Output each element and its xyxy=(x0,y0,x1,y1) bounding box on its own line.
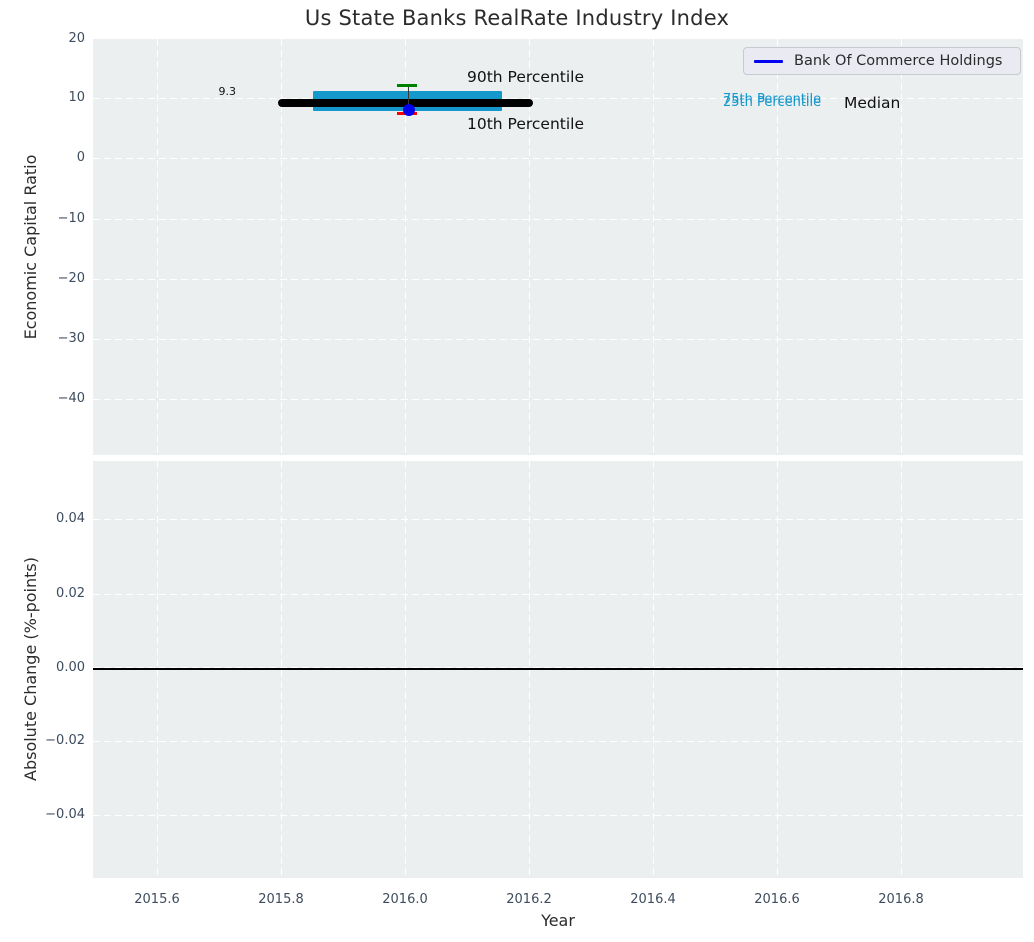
legend: Bank Of Commerce Holdings xyxy=(743,47,1021,75)
xtick-label: 2016.8 xyxy=(878,892,924,907)
ytick-label: 20 xyxy=(68,31,85,46)
gridline-h xyxy=(93,741,1023,743)
p75-annotation: 75th Percentile xyxy=(723,92,822,107)
xtick-label: 2015.8 xyxy=(258,892,304,907)
company-marker-dot xyxy=(403,104,415,116)
gridline-v xyxy=(157,39,159,455)
bottom-y-axis-label: Absolute Change (%-points) xyxy=(21,557,40,781)
p90-annotation: 90th Percentile xyxy=(467,68,585,86)
p10-annotation: 10th Percentile xyxy=(467,115,585,133)
median-annotation: Median xyxy=(844,94,901,112)
gridline-h xyxy=(93,519,1023,521)
ytick-label: 0.04 xyxy=(56,511,85,526)
legend-label: Bank Of Commerce Holdings xyxy=(794,53,1003,69)
gridline-h xyxy=(93,399,1023,401)
xtick-label: 2016.0 xyxy=(382,892,428,907)
gridline-h xyxy=(93,219,1023,221)
ytick-label: 0.00 xyxy=(56,660,85,675)
gridline-h xyxy=(93,98,1023,100)
gridline-h xyxy=(93,339,1023,341)
ytick-label: 10 xyxy=(68,90,85,105)
p90-cap xyxy=(397,83,417,87)
whisker-line xyxy=(407,85,409,112)
xtick-label: 2015.6 xyxy=(134,892,180,907)
ytick-label: −0.04 xyxy=(45,807,85,822)
gridline-h xyxy=(93,279,1023,281)
zero-reference-line xyxy=(93,668,1023,670)
legend-line-swatch xyxy=(754,59,783,63)
gridline-v xyxy=(777,39,779,455)
p25-annotation: 25th Percentile xyxy=(723,95,822,110)
ytick-label: −10 xyxy=(57,211,85,226)
xtick-label: 2016.6 xyxy=(754,892,800,907)
gridline-v xyxy=(281,39,283,455)
ytick-label: −20 xyxy=(57,271,85,286)
ytick-label: −0.02 xyxy=(45,733,85,748)
gridline-h xyxy=(93,667,1023,669)
top-y-axis-label: Economic Capital Ratio xyxy=(21,154,40,340)
x-axis-label: Year xyxy=(541,911,575,930)
ytick-label: −30 xyxy=(57,331,85,346)
top-plot-area: 9.3 90th Percentile 10th Percentile 75th… xyxy=(93,39,1023,455)
bottom-plot-area xyxy=(93,461,1023,878)
ytick-label: −40 xyxy=(57,391,85,406)
gridline-v xyxy=(529,39,531,455)
chart-title: Us State Banks RealRate Industry Index xyxy=(304,6,730,30)
median-line xyxy=(278,98,533,107)
gridline-h xyxy=(93,815,1023,817)
xtick-label: 2016.4 xyxy=(630,892,676,907)
ytick-label: 0 xyxy=(76,150,85,165)
gridline-v xyxy=(405,39,407,455)
ytick-label: 0.02 xyxy=(56,586,85,601)
gridline-h xyxy=(93,594,1023,596)
gridline-v xyxy=(901,39,903,455)
gridline-h xyxy=(93,158,1023,160)
median-value-annotation: 9.3 xyxy=(218,85,237,98)
xtick-label: 2016.2 xyxy=(506,892,552,907)
gridline-v xyxy=(653,39,655,455)
